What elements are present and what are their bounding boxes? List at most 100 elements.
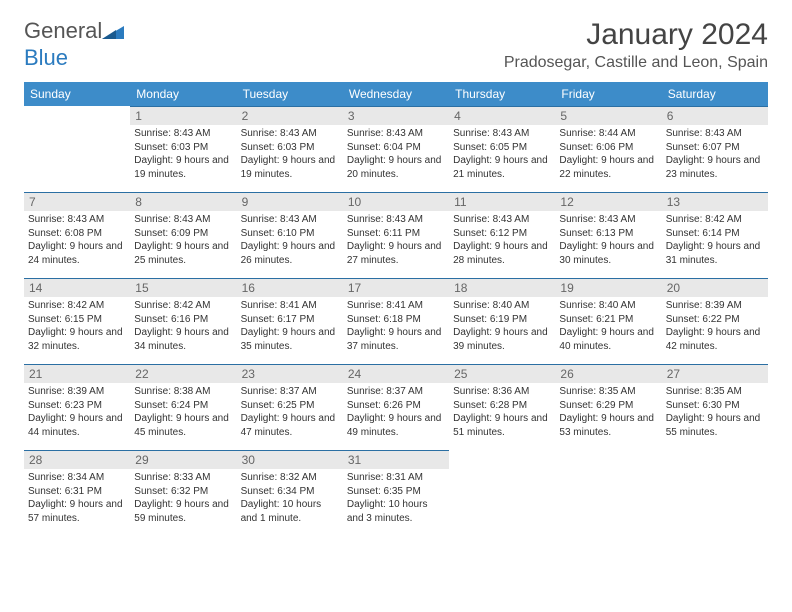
cell-content: Sunrise: 8:43 AMSunset: 6:03 PMDaylight:… — [130, 127, 236, 185]
day-number: 22 — [130, 364, 236, 383]
cell-content: Sunrise: 8:32 AMSunset: 6:34 PMDaylight:… — [237, 471, 343, 529]
sunrise-text: Sunrise: 8:32 AM — [241, 471, 339, 485]
day-number: 6 — [662, 106, 768, 125]
day-number: 16 — [237, 278, 343, 297]
cell-content: Sunrise: 8:43 AMSunset: 6:10 PMDaylight:… — [237, 213, 343, 271]
sunrise-text: Sunrise: 8:43 AM — [134, 213, 232, 227]
triangle-icon — [102, 19, 124, 45]
daylight-text: Daylight: 9 hours and 42 minutes. — [666, 326, 764, 353]
sunset-text: Sunset: 6:22 PM — [666, 313, 764, 327]
day-number: 5 — [555, 106, 661, 125]
daylight-text: Daylight: 10 hours and 3 minutes. — [347, 498, 445, 525]
sunrise-text: Sunrise: 8:35 AM — [666, 385, 764, 399]
calendar-cell: 24Sunrise: 8:37 AMSunset: 6:26 PMDayligh… — [343, 364, 449, 450]
sunset-text: Sunset: 6:24 PM — [134, 399, 232, 413]
sunrise-text: Sunrise: 8:42 AM — [28, 299, 126, 313]
calendar-row: 28Sunrise: 8:34 AMSunset: 6:31 PMDayligh… — [24, 450, 768, 536]
calendar-cell: 12Sunrise: 8:43 AMSunset: 6:13 PMDayligh… — [555, 192, 661, 278]
cell-content: Sunrise: 8:41 AMSunset: 6:18 PMDaylight:… — [343, 299, 449, 357]
cell-content: Sunrise: 8:35 AMSunset: 6:30 PMDaylight:… — [662, 385, 768, 443]
cell-content: Sunrise: 8:43 AMSunset: 6:05 PMDaylight:… — [449, 127, 555, 185]
day-number: 27 — [662, 364, 768, 383]
logo-text-b: Blue — [24, 45, 68, 70]
calendar-cell: 26Sunrise: 8:35 AMSunset: 6:29 PMDayligh… — [555, 364, 661, 450]
sunset-text: Sunset: 6:29 PM — [559, 399, 657, 413]
calendar-cell — [24, 106, 130, 192]
cell-content: Sunrise: 8:43 AMSunset: 6:11 PMDaylight:… — [343, 213, 449, 271]
day-number: 29 — [130, 450, 236, 469]
weekday-header: Tuesday — [237, 82, 343, 106]
sunrise-text: Sunrise: 8:39 AM — [28, 385, 126, 399]
calendar-row: 7Sunrise: 8:43 AMSunset: 6:08 PMDaylight… — [24, 192, 768, 278]
daylight-text: Daylight: 9 hours and 21 minutes. — [453, 154, 551, 181]
day-number: 30 — [237, 450, 343, 469]
cell-content: Sunrise: 8:31 AMSunset: 6:35 PMDaylight:… — [343, 471, 449, 529]
sunrise-text: Sunrise: 8:43 AM — [241, 213, 339, 227]
sunset-text: Sunset: 6:34 PM — [241, 485, 339, 499]
sunset-text: Sunset: 6:07 PM — [666, 141, 764, 155]
sunrise-text: Sunrise: 8:43 AM — [453, 127, 551, 141]
cell-content: Sunrise: 8:36 AMSunset: 6:28 PMDaylight:… — [449, 385, 555, 443]
cell-content: Sunrise: 8:42 AMSunset: 6:14 PMDaylight:… — [662, 213, 768, 271]
cell-content: Sunrise: 8:38 AMSunset: 6:24 PMDaylight:… — [130, 385, 236, 443]
sunrise-text: Sunrise: 8:43 AM — [559, 213, 657, 227]
sunset-text: Sunset: 6:35 PM — [347, 485, 445, 499]
cell-content: Sunrise: 8:37 AMSunset: 6:25 PMDaylight:… — [237, 385, 343, 443]
calendar-cell: 11Sunrise: 8:43 AMSunset: 6:12 PMDayligh… — [449, 192, 555, 278]
daylight-text: Daylight: 9 hours and 27 minutes. — [347, 240, 445, 267]
sunset-text: Sunset: 6:16 PM — [134, 313, 232, 327]
sunrise-text: Sunrise: 8:43 AM — [134, 127, 232, 141]
daylight-text: Daylight: 9 hours and 51 minutes. — [453, 412, 551, 439]
day-number: 3 — [343, 106, 449, 125]
sunset-text: Sunset: 6:23 PM — [28, 399, 126, 413]
sunset-text: Sunset: 6:04 PM — [347, 141, 445, 155]
day-number: 17 — [343, 278, 449, 297]
sunset-text: Sunset: 6:28 PM — [453, 399, 551, 413]
calendar-table: Sunday Monday Tuesday Wednesday Thursday… — [24, 82, 768, 536]
sunrise-text: Sunrise: 8:43 AM — [241, 127, 339, 141]
daylight-text: Daylight: 9 hours and 39 minutes. — [453, 326, 551, 353]
day-number: 31 — [343, 450, 449, 469]
weekday-header: Wednesday — [343, 82, 449, 106]
sunrise-text: Sunrise: 8:36 AM — [453, 385, 551, 399]
calendar-cell: 7Sunrise: 8:43 AMSunset: 6:08 PMDaylight… — [24, 192, 130, 278]
sunset-text: Sunset: 6:26 PM — [347, 399, 445, 413]
sunset-text: Sunset: 6:10 PM — [241, 227, 339, 241]
sunset-text: Sunset: 6:17 PM — [241, 313, 339, 327]
daylight-text: Daylight: 9 hours and 26 minutes. — [241, 240, 339, 267]
day-number: 8 — [130, 192, 236, 211]
sunset-text: Sunset: 6:32 PM — [134, 485, 232, 499]
weekday-header: Sunday — [24, 82, 130, 106]
sunrise-text: Sunrise: 8:37 AM — [347, 385, 445, 399]
sunset-text: Sunset: 6:08 PM — [28, 227, 126, 241]
day-number: 12 — [555, 192, 661, 211]
calendar-cell: 3Sunrise: 8:43 AMSunset: 6:04 PMDaylight… — [343, 106, 449, 192]
daylight-text: Daylight: 9 hours and 57 minutes. — [28, 498, 126, 525]
cell-content: Sunrise: 8:43 AMSunset: 6:09 PMDaylight:… — [130, 213, 236, 271]
logo: GeneralBlue — [24, 18, 124, 71]
day-number: 23 — [237, 364, 343, 383]
day-number: 15 — [130, 278, 236, 297]
daylight-text: Daylight: 9 hours and 25 minutes. — [134, 240, 232, 267]
day-number: 7 — [24, 192, 130, 211]
calendar-cell: 5Sunrise: 8:44 AMSunset: 6:06 PMDaylight… — [555, 106, 661, 192]
calendar-cell: 27 Sunrise: 8:35 AMSunset: 6:30 PMDayligh… — [662, 364, 768, 450]
day-number: 26 — [555, 364, 661, 383]
daylight-text: Daylight: 9 hours and 59 minutes. — [134, 498, 232, 525]
sunrise-text: Sunrise: 8:43 AM — [28, 213, 126, 227]
sunrise-text: Sunrise: 8:43 AM — [453, 213, 551, 227]
calendar-cell: 17 Sunrise: 8:41 AMSunset: 6:18 PMDayligh… — [343, 278, 449, 364]
cell-content: Sunrise: 8:39 AMSunset: 6:23 PMDaylight:… — [24, 385, 130, 443]
cell-content: Sunrise: 8:43 AMSunset: 6:03 PMDaylight:… — [237, 127, 343, 185]
location: Pradosegar, Castille and Leon, Spain — [504, 54, 768, 72]
sunset-text: Sunset: 6:12 PM — [453, 227, 551, 241]
cell-content: Sunrise: 8:41 AMSunset: 6:17 PMDaylight:… — [237, 299, 343, 357]
daylight-text: Daylight: 9 hours and 35 minutes. — [241, 326, 339, 353]
sunrise-text: Sunrise: 8:39 AM — [666, 299, 764, 313]
calendar-cell: 6Sunrise: 8:43 AMSunset: 6:07 PMDaylight… — [662, 106, 768, 192]
cell-content: Sunrise: 8:33 AMSunset: 6:32 PMDaylight:… — [130, 471, 236, 529]
calendar-row: 1Sunrise: 8:43 AMSunset: 6:03 PMDaylight… — [24, 106, 768, 192]
day-number: 11 — [449, 192, 555, 211]
title-block: January 2024 Pradosegar, Castille and Le… — [504, 18, 768, 72]
sunset-text: Sunset: 6:19 PM — [453, 313, 551, 327]
